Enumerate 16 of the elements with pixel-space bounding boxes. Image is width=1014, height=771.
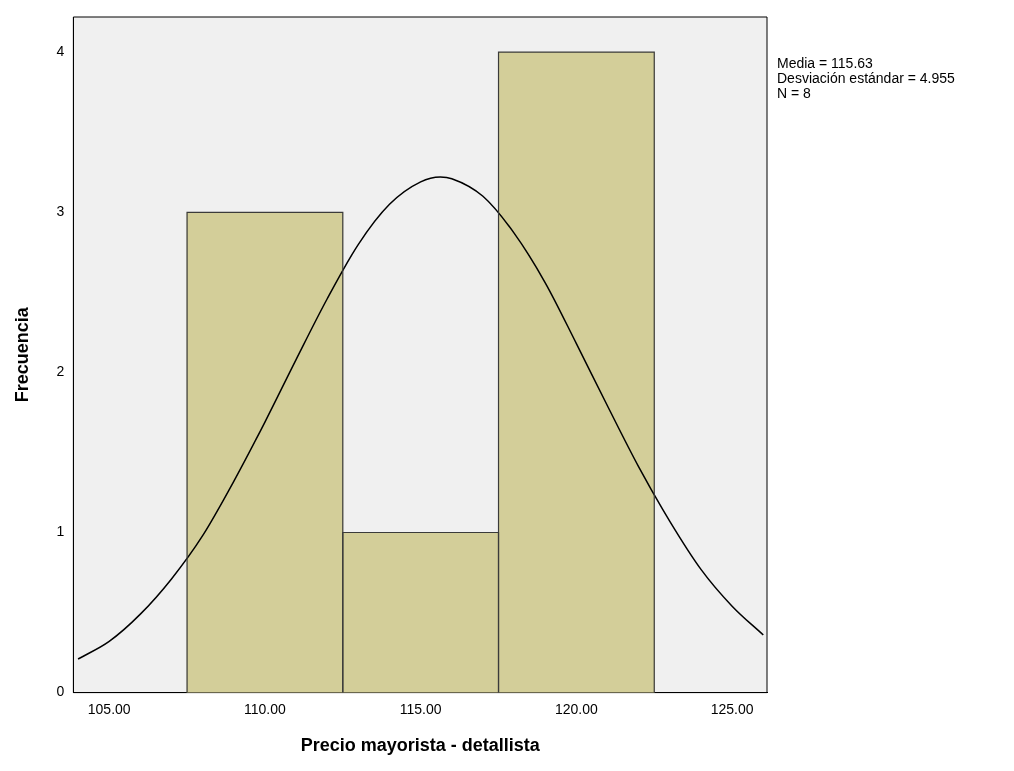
x-tick-label: 110.00	[244, 700, 287, 717]
y-tick-label: 4	[56, 43, 65, 60]
x-axis-title: Precio mayorista - detallista	[300, 735, 541, 756]
y-tick-label: 3	[56, 203, 65, 220]
text: Media = 115.63	[777, 54, 874, 71]
text: Desviación estándar = 4.955	[777, 69, 956, 86]
x-tick-label: 125.00	[710, 700, 754, 717]
y-tick-label: 0	[56, 683, 65, 700]
y-tick-label: 2	[56, 363, 65, 380]
y-tick-label: 1	[56, 523, 65, 540]
y-axis-title: Frecuencia	[11, 306, 32, 403]
line-series	[77, 176, 765, 660]
text: N = 8	[777, 84, 812, 101]
x-tick-label: 120.00	[554, 700, 599, 717]
x-tick-label: 105.00	[87, 700, 131, 717]
x-tick-label: 115.00	[399, 700, 442, 717]
